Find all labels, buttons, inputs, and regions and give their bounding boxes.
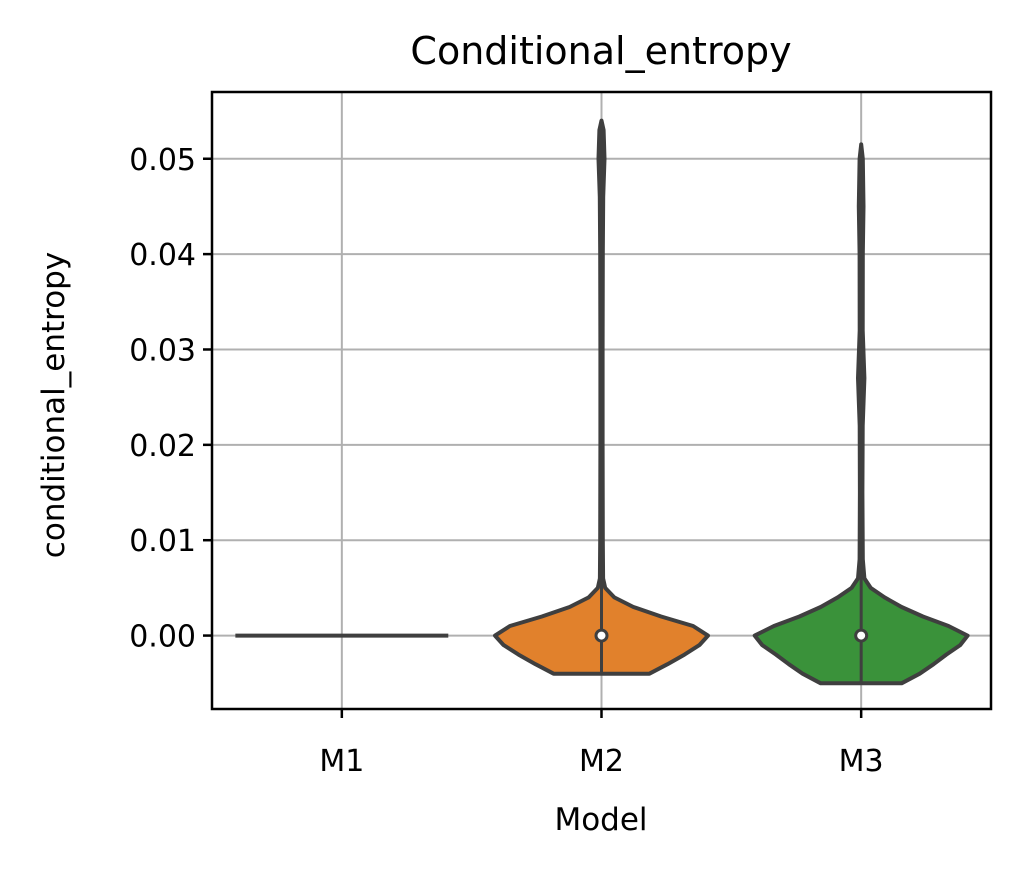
chart-title: Conditional_entropy — [410, 29, 791, 73]
y-tick-label: 0.04 — [129, 238, 196, 273]
median-marker-m2 — [594, 628, 609, 643]
y-tick-label: 0.00 — [129, 620, 196, 655]
y-tick-label: 0.03 — [129, 333, 196, 368]
median-marker-m3 — [854, 628, 869, 643]
y-tick-label: 0.05 — [129, 143, 196, 178]
y-tick-label: 0.01 — [129, 524, 196, 559]
x-axis-label: Model — [554, 802, 647, 838]
x-tick-label: M2 — [579, 744, 624, 779]
plot-area: 0.00 0.01 0.02 0.03 0.04 0.05 M1 M2 M3 — [129, 90, 993, 779]
y-axis-label: conditional_entropy — [36, 252, 72, 558]
x-tick-label: M1 — [319, 744, 364, 779]
y-tick-label: 0.02 — [129, 429, 196, 464]
x-tick-label: M3 — [839, 744, 884, 779]
